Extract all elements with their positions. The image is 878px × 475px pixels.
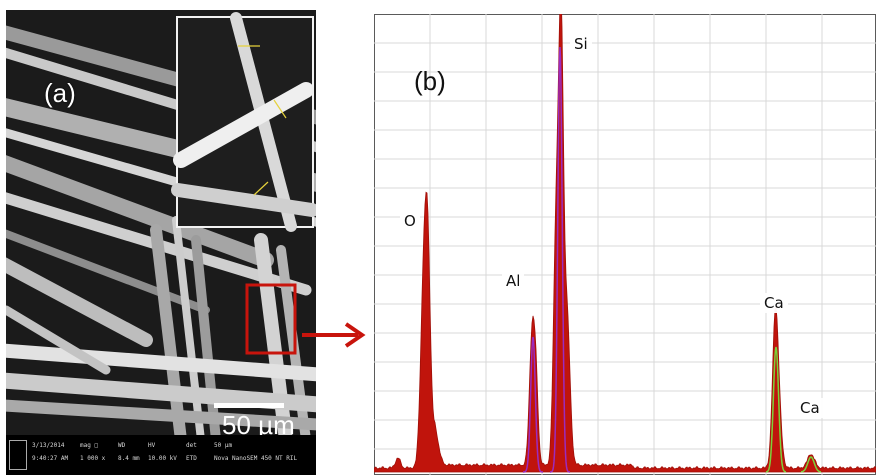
- eds-spectrum-panel: (b) O Al Si Ca Ca: [374, 14, 876, 475]
- peak-label-o: O: [400, 211, 420, 231]
- spectrum-grid: [374, 14, 876, 475]
- sem-fiber-image: [6, 10, 316, 435]
- info-instrument: 50 µm Nova NanoSEM 450 NT RIL: [214, 442, 298, 462]
- ca-peak-overlay: [765, 346, 787, 473]
- spectrum-trace: [374, 14, 876, 473]
- panel-a-label: (a): [44, 78, 76, 108]
- peak-overlays: [523, 46, 822, 473]
- sem-inset: [171, 12, 316, 232]
- sem-info-bar: 3/13/2014 9:40:27 AM mag □ 1 000 x WD 8.4 m…: [6, 435, 316, 475]
- info-hv: HV 10.00 kV: [148, 442, 177, 462]
- ca-secondary-peak-overlay: [800, 456, 822, 473]
- info-det: det ETD: [186, 442, 197, 462]
- peak-label-ca-1: Ca: [760, 293, 788, 313]
- info-mag: mag □ 1 000 x: [80, 442, 106, 462]
- al-peak-overlay: [523, 336, 543, 473]
- highlight-box: [245, 283, 297, 355]
- panel-b-label: (b): [414, 66, 446, 96]
- scale-bar: [214, 403, 284, 408]
- info-date: 3/13/2014 9:40:27 AM: [32, 442, 69, 462]
- fei-logo-icon: [9, 440, 27, 470]
- sem-micrograph-panel: (a) 50 µm 3/13/2014 9:40:27 AM mag □ 1 000…: [6, 10, 316, 475]
- si-peak-overlay: [550, 46, 570, 473]
- right-arrow-icon: [302, 322, 366, 348]
- peak-label-si: Si: [570, 34, 592, 54]
- info-wd: WD 8.4 mm: [118, 442, 140, 462]
- eds-spectrum-chart: [374, 14, 876, 475]
- peak-label-al: Al: [502, 271, 525, 291]
- peak-label-ca-2: Ca: [796, 398, 824, 418]
